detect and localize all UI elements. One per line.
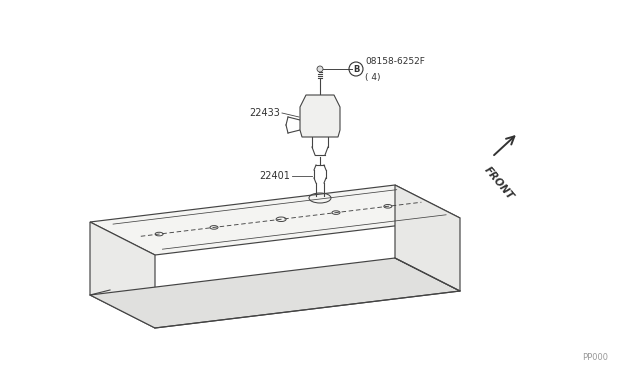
Polygon shape xyxy=(90,222,155,328)
Text: 08158-6252F: 08158-6252F xyxy=(365,57,425,66)
Text: 22401: 22401 xyxy=(259,171,290,181)
Polygon shape xyxy=(300,95,340,137)
Text: FRONT: FRONT xyxy=(482,165,515,202)
Circle shape xyxy=(317,66,323,72)
Text: PP000: PP000 xyxy=(582,353,608,362)
Text: B: B xyxy=(353,64,359,74)
Polygon shape xyxy=(90,258,460,328)
Polygon shape xyxy=(90,185,460,255)
Text: 22433: 22433 xyxy=(249,108,280,118)
Text: ( 4): ( 4) xyxy=(365,73,381,82)
Polygon shape xyxy=(395,185,460,291)
